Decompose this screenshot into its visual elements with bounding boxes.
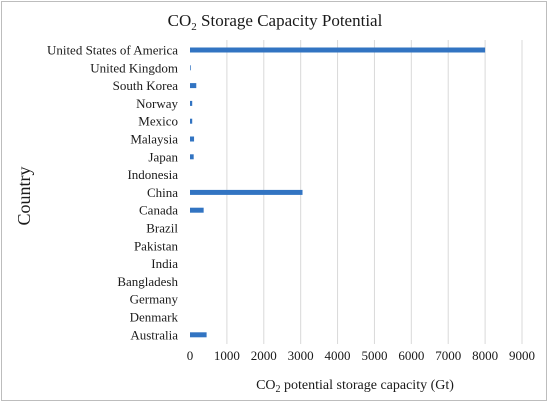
category-labels: United States of America United Kingdom So… <box>47 43 179 343</box>
category-label-japan: Japan <box>148 149 178 164</box>
category-label-united-kingdom: United Kingdom <box>90 60 178 75</box>
category-label-pakistan: Pakistan <box>134 238 179 253</box>
x-tick-label-0: 0 <box>187 348 194 363</box>
category-label-norway: Norway <box>136 96 178 111</box>
x-tick-label-9000: 9000 <box>509 348 535 363</box>
bar-united-states-of-america <box>190 47 486 53</box>
x-tick-label-3000: 3000 <box>288 348 314 363</box>
bar-canada <box>190 207 204 213</box>
y-axis-label: Country <box>14 166 34 225</box>
x-tick-label-5000: 5000 <box>361 348 387 363</box>
bars <box>190 47 486 338</box>
x-axis-label-suffix: potential storage capacity (Gt) <box>281 378 455 393</box>
category-label-australia: Australia <box>130 327 178 342</box>
category-label-malaysia: Malaysia <box>130 132 178 147</box>
category-label-united-states-of-america: United States of America <box>47 43 178 58</box>
category-label-mexico: Mexico <box>138 114 178 129</box>
chart-title-prefix: CO <box>168 11 192 30</box>
chart-title: CO2 Storage Capacity Potential <box>168 11 383 33</box>
x-axis-label: CO2 potential storage capacity (Gt) <box>256 378 454 395</box>
bar-norway <box>190 100 193 106</box>
chart-title-suffix: Storage Capacity Potential <box>197 11 383 30</box>
category-label-south-korea: South Korea <box>113 78 179 93</box>
category-label-india: India <box>151 256 178 271</box>
bar-mexico <box>190 118 193 124</box>
x-tick-label-2000: 2000 <box>251 348 277 363</box>
x-tick-label-6000: 6000 <box>398 348 424 363</box>
x-tick-label-4000: 4000 <box>325 348 351 363</box>
category-label-indonesia: Indonesia <box>127 167 178 182</box>
bar-malaysia <box>190 136 195 142</box>
category-label-canada: Canada <box>139 203 178 218</box>
category-label-china: China <box>147 185 178 200</box>
chart-title-subscript: 2 <box>191 21 197 33</box>
category-label-brazil: Brazil <box>146 221 178 236</box>
x-tick-label-8000: 8000 <box>472 348 498 363</box>
bar-australia <box>190 332 207 338</box>
x-tick-label-7000: 7000 <box>435 348 461 363</box>
bar-united-kingdom <box>190 65 191 71</box>
category-label-denmark: Denmark <box>130 310 179 325</box>
x-tick-labels: 0 1000 2000 3000 4000 5000 6000 7000 8000 9000 <box>187 348 535 363</box>
bar-china <box>190 189 303 195</box>
category-label-bangladesh: Bangladesh <box>117 274 178 289</box>
category-label-germany: Germany <box>130 292 179 307</box>
bar-south-korea <box>190 83 197 89</box>
bar-japan <box>190 154 194 160</box>
x-axis-label-subscript: 2 <box>276 384 281 395</box>
x-tick-label-1000: 1000 <box>214 348 240 363</box>
x-axis-label-prefix: CO <box>256 378 275 393</box>
